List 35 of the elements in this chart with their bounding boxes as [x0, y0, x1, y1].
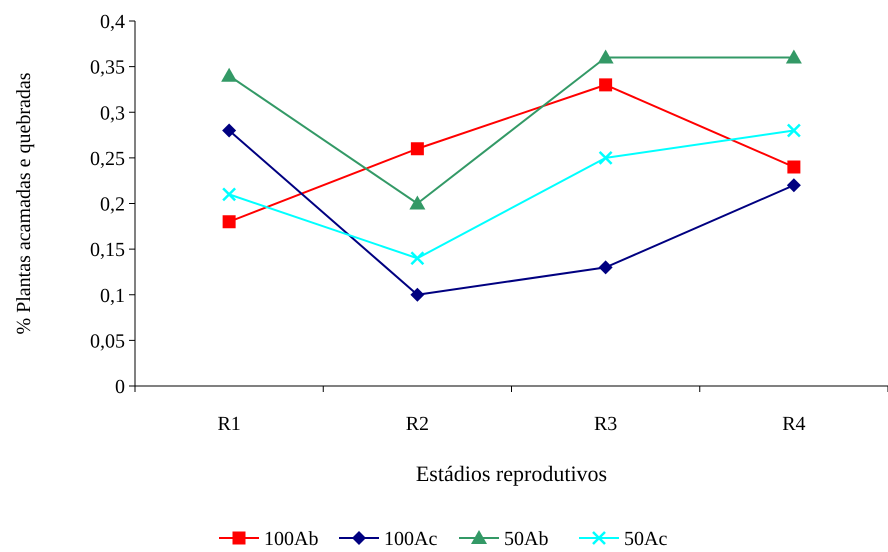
x-tick-label: R1	[217, 413, 241, 435]
point	[598, 260, 613, 274]
point	[787, 160, 800, 174]
y-tick-label: 0,4	[100, 11, 125, 33]
x-tick-label: R4	[782, 413, 806, 435]
y-tick-label: 0	[115, 376, 125, 398]
x-axis-title: Estádios reprodutivos	[416, 461, 608, 486]
point	[598, 150, 613, 166]
legend-label: 50Ac	[624, 528, 668, 550]
y-tick-label: 0,2	[100, 194, 125, 216]
point	[409, 196, 426, 210]
legend-label: 50Ab	[504, 528, 548, 550]
point	[410, 288, 424, 302]
point	[786, 178, 801, 192]
y-tick-label: 0,3	[100, 102, 125, 124]
point	[222, 124, 236, 138]
legend-label: 100Ac	[384, 528, 438, 550]
y-tick-label: 0,25	[90, 148, 125, 170]
point	[221, 68, 238, 82]
y-tick-label: 0,15	[90, 239, 125, 262]
y-tick-label: 0,1	[100, 284, 125, 307]
point	[410, 142, 424, 156]
point	[222, 187, 236, 202]
point	[598, 50, 614, 64]
point	[222, 215, 236, 228]
y-tick-label: 0,35	[90, 56, 125, 79]
y-tick-label: 0,05	[90, 330, 125, 352]
y-axis-title: % Plantas acamadas e quebradas	[13, 72, 35, 335]
x-tick-label: R3	[594, 413, 618, 435]
point	[599, 78, 612, 92]
x-tick-label: R2	[406, 413, 430, 435]
point	[786, 50, 802, 64]
legend-label: 100Ab	[264, 528, 318, 550]
point	[410, 251, 425, 266]
point	[786, 123, 802, 138]
